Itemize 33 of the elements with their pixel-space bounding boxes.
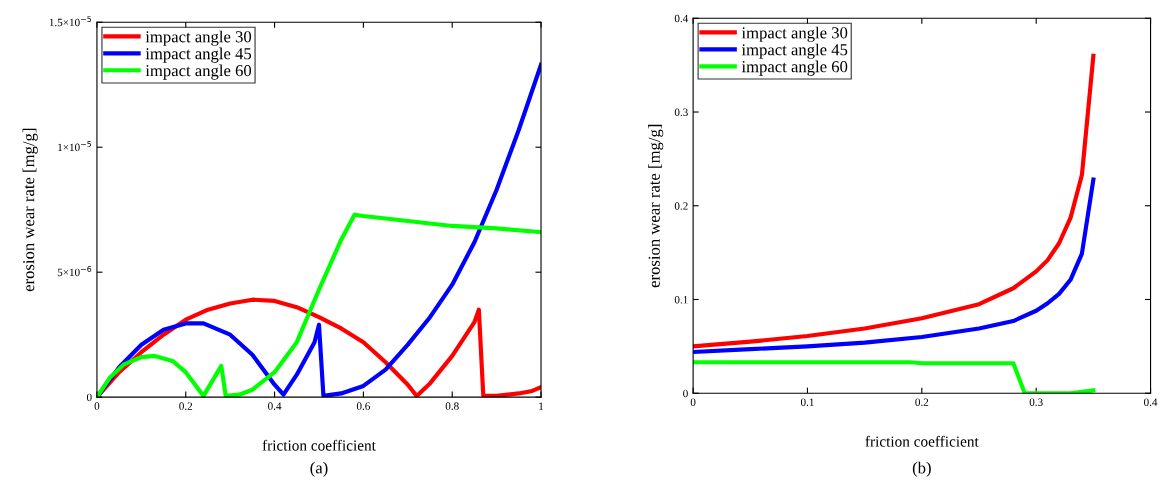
x-tick-label: 0.1 — [800, 398, 814, 406]
legend-label: impact angle 60 — [741, 60, 848, 76]
line-series — [693, 177, 1096, 355]
text: (b) — [912, 461, 931, 477]
legend-label: impact angle 30 — [145, 30, 252, 46]
x-tick-label: 0.3 — [1029, 398, 1043, 406]
x-tick-label: 0 — [94, 402, 100, 410]
legend-label: impact angle 30 — [741, 26, 848, 42]
x-tick-label: 0.6 — [356, 402, 371, 410]
x-tick-label: 0.2 — [179, 402, 193, 410]
x-axis-title: friction coefficient — [865, 435, 979, 447]
y-tick-label: 0.1 — [674, 295, 688, 304]
x-tick-label: 0.4 — [1144, 398, 1158, 406]
legend-label: impact angle 60 — [145, 64, 252, 80]
y-tick-label: 0 — [683, 389, 688, 398]
y-tick-label: 5×10$^{−6}$ — [57, 266, 92, 277]
x-tick-label: 0.4 — [268, 402, 282, 410]
y-tick-label: 1.5×10$^{−5}$ — [49, 16, 92, 27]
y-tick-label: 0.4 — [674, 14, 689, 23]
y-tick-label: 0.2 — [674, 202, 688, 210]
line-series — [693, 360, 1096, 394]
x-tick-label: 0.8 — [445, 402, 459, 410]
legend-label: impact angle 45 — [741, 43, 848, 59]
x-tick-label: 0.2 — [915, 398, 929, 406]
y-axis-title: erosion wear rate [mg/g] — [648, 124, 664, 288]
y-tick-label: 0.3 — [674, 108, 688, 117]
legend-label: impact angle 45 — [145, 47, 252, 63]
y-tick-label: 1×10$^{−5}$ — [58, 141, 92, 152]
text: (a) — [310, 461, 328, 477]
x-axis-title: friction coefficient — [262, 439, 376, 451]
x-tick-label: 0 — [690, 398, 696, 406]
y-axis-title: erosion wear rate [mg/g] — [22, 128, 38, 292]
x-tick-label: 1 — [539, 402, 544, 410]
